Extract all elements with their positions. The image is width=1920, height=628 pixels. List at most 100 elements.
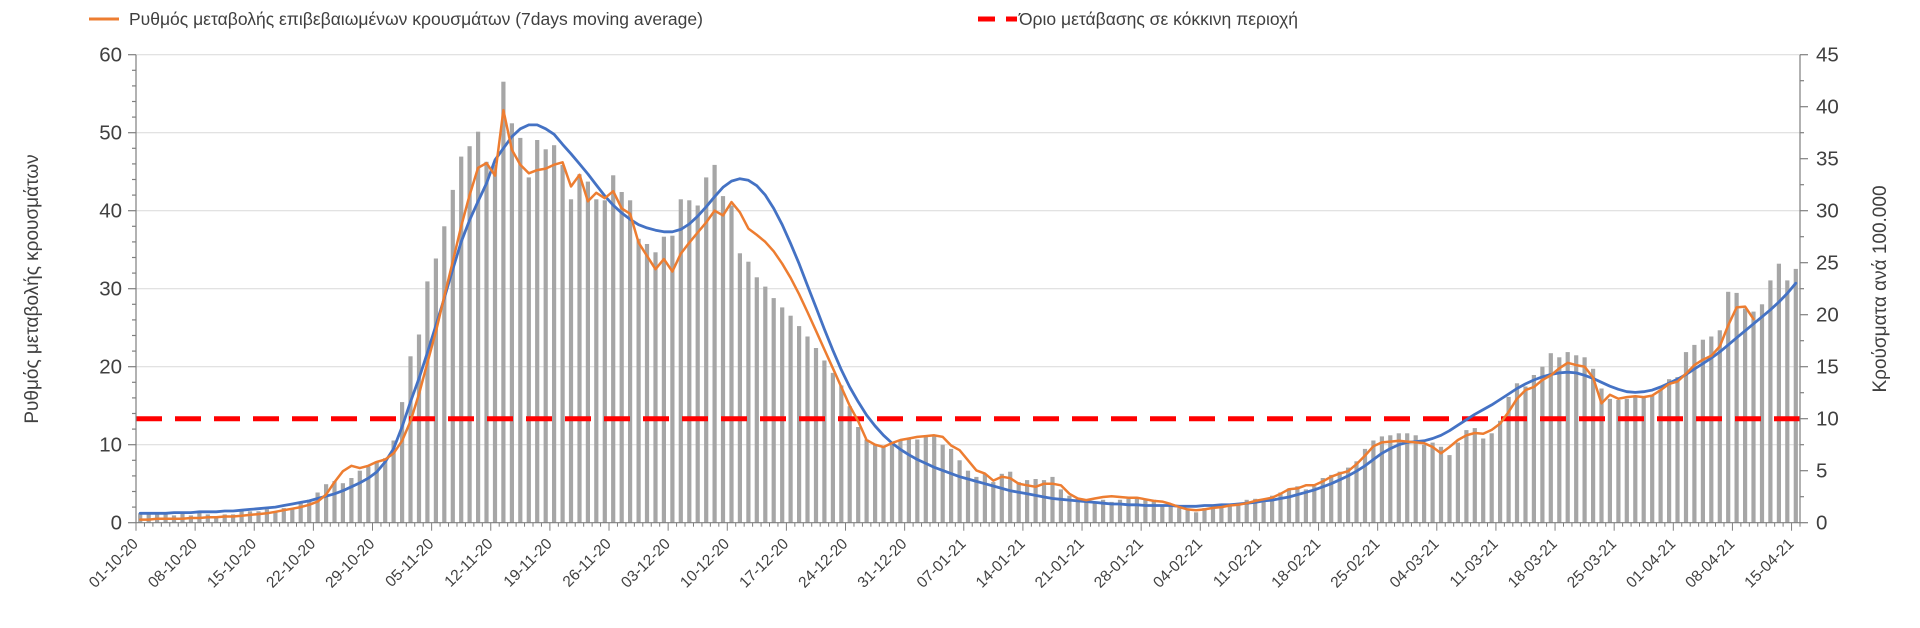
daily-cases-bar	[535, 140, 540, 523]
left-axis-tick-labels: 0 10 20 30 40 50 60	[99, 44, 122, 535]
daily-cases-bar	[1599, 388, 1604, 523]
daily-cases-bar	[906, 438, 911, 523]
daily-cases-bar	[1498, 420, 1503, 523]
daily-cases-bar	[1633, 395, 1638, 523]
x-tick-label: 24-12-20	[795, 535, 851, 591]
daily-cases-bar	[1540, 366, 1545, 523]
daily-cases-bar	[729, 205, 734, 523]
daily-cases-bar	[298, 501, 303, 523]
daily-cases-bar	[1506, 396, 1511, 523]
daily-cases-bar	[290, 509, 295, 523]
daily-cases-bar	[1041, 480, 1047, 523]
left-axis-tick-label: 10	[99, 434, 122, 457]
daily-cases-bar	[442, 226, 447, 523]
daily-cases-bar	[400, 402, 405, 523]
x-tick-label: 18-03-21	[1505, 536, 1561, 592]
red-dash-icon	[978, 16, 1017, 22]
daily-cases-bar	[222, 514, 227, 523]
daily-cases-bar	[383, 458, 388, 523]
daily-cases-bar	[1717, 330, 1722, 523]
left-axis-tick-label: 40	[99, 200, 122, 223]
left-axis-tick-label: 30	[99, 278, 122, 301]
right-axis-tick-label: 20	[1816, 304, 1839, 327]
daily-cases-bar	[678, 199, 683, 523]
daily-cases-bar	[594, 199, 599, 523]
daily-cases-bar	[932, 435, 937, 523]
x-tick-label: 08-04-21	[1682, 536, 1738, 592]
bars-series	[138, 81, 1798, 523]
daily-cases-bar	[805, 336, 810, 523]
trend-line	[138, 123, 1798, 515]
daily-cases-bar	[1785, 280, 1790, 523]
daily-cases-bar	[1650, 395, 1655, 523]
daily-cases-bar	[1058, 489, 1063, 523]
daily-cases-bar	[1472, 428, 1477, 523]
daily-cases-bar	[1295, 486, 1300, 523]
daily-cases-bar	[492, 164, 498, 523]
x-tick-label: 17-12-20	[736, 535, 792, 591]
daily-cases-bar	[1447, 455, 1452, 523]
daily-cases-bar	[1109, 501, 1114, 523]
daily-cases-bar	[628, 200, 633, 523]
x-tick-label: 25-02-21	[1328, 536, 1384, 592]
daily-cases-bar	[391, 440, 396, 523]
daily-cases-bar	[839, 385, 844, 523]
daily-cases-bar	[1557, 357, 1562, 523]
daily-cases-bar	[1388, 435, 1393, 523]
daily-cases-bar	[467, 146, 472, 523]
daily-cases-bar	[324, 484, 329, 523]
daily-cases-bar	[1143, 499, 1148, 523]
daily-cases-bar	[695, 205, 700, 523]
daily-cases-bar	[509, 123, 514, 523]
left-axis-tick-label: 60	[99, 44, 122, 67]
daily-cases-bar	[315, 492, 320, 523]
x-tick-label: 04-03-21	[1387, 536, 1443, 592]
daily-cases-bar	[1641, 396, 1646, 523]
daily-cases-bar	[1117, 499, 1123, 523]
daily-cases-bar	[1591, 368, 1596, 523]
left-axis-tick-label: 20	[99, 356, 122, 379]
x-tick-label: 22-10-20	[263, 535, 319, 591]
daily-cases-bar	[205, 514, 210, 523]
daily-cases-bar	[864, 439, 869, 523]
daily-cases-bar	[433, 258, 438, 523]
daily-cases-bar	[1194, 512, 1199, 523]
daily-cases-bar	[1582, 357, 1587, 523]
daily-cases-bar	[1405, 433, 1410, 523]
daily-cases-bar	[1531, 375, 1536, 523]
daily-cases-bar	[146, 513, 151, 523]
daily-cases-bar	[1396, 433, 1401, 523]
daily-cases-bar	[847, 406, 852, 523]
daily-cases-bar	[1793, 268, 1798, 523]
daily-cases-bar	[1422, 444, 1427, 523]
legend-item-moving-average: Ρυθμός μεταβολής επιβεβαιωμένων κρουσμάτ…	[88, 9, 703, 29]
daily-cases-bar	[1033, 479, 1038, 523]
right-axis-tick-label: 5	[1816, 460, 1827, 483]
x-tick-label: 15-04-21	[1741, 536, 1797, 592]
daily-cases-bar	[416, 334, 422, 523]
daily-cases-bar	[1624, 398, 1629, 523]
daily-cases-bar	[1126, 498, 1131, 523]
daily-cases-bar	[1548, 353, 1553, 523]
daily-cases-bar	[974, 476, 979, 523]
daily-cases-bar	[1160, 505, 1165, 523]
daily-cases-bar	[771, 298, 776, 523]
right-axis-tick-label: 25	[1816, 252, 1839, 275]
daily-cases-bar	[1320, 478, 1325, 523]
daily-cases-bar	[1312, 486, 1317, 523]
daily-cases-bar	[1692, 344, 1697, 523]
trend-path	[138, 123, 1798, 515]
daily-cases-bar	[949, 448, 954, 523]
daily-cases-bar	[450, 189, 455, 523]
x-tick-label: 04-02-21	[1150, 536, 1206, 592]
daily-cases-bar	[560, 164, 565, 523]
daily-cases-bar	[830, 372, 835, 523]
daily-cases-bar	[1329, 474, 1334, 523]
daily-cases-bar	[636, 238, 641, 523]
daily-cases-bar	[915, 439, 920, 523]
daily-cases-bar	[1202, 508, 1207, 523]
daily-cases-bar	[1168, 506, 1173, 523]
daily-cases-bar	[1092, 501, 1097, 523]
daily-cases-bar	[1270, 495, 1275, 523]
daily-cases-bar	[611, 175, 616, 523]
